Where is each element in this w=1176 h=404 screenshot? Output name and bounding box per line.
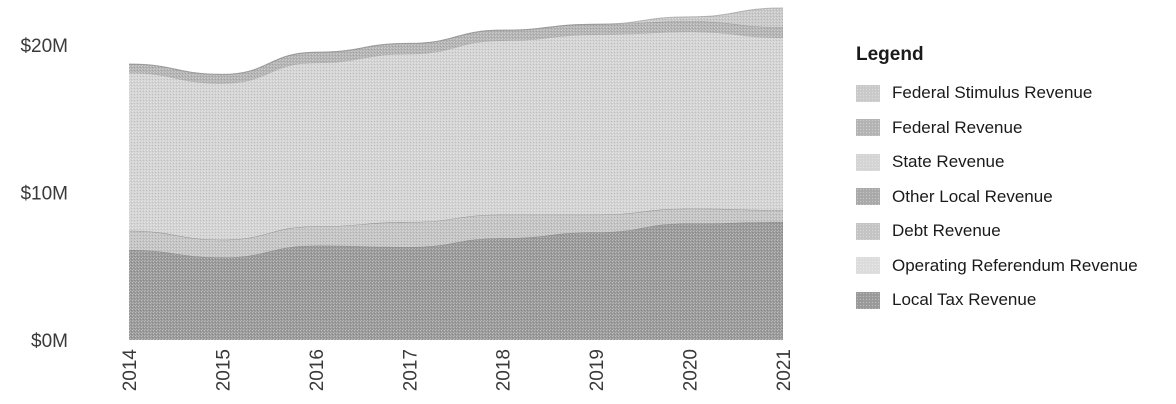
legend-swatch [856, 257, 880, 275]
legend-label: Other Local Revenue [892, 186, 1053, 206]
legend-item: Local Tax Revenue [856, 283, 1138, 318]
area-texture-local-tax-revenue [129, 221, 783, 340]
legend-swatch [856, 188, 880, 206]
legend-label: State Revenue [892, 152, 1005, 172]
x-tick-label: 2017 [400, 349, 421, 391]
legend-swatch [856, 222, 880, 240]
x-tick-label: 2018 [494, 349, 515, 391]
legend-swatch [856, 153, 880, 171]
y-tick-label: $10M [20, 183, 68, 204]
y-tick-label: $20M [20, 36, 68, 57]
legend-item: Other Local Revenue [856, 180, 1138, 215]
legend-title: Legend [856, 44, 924, 65]
x-tick-label: 2015 [213, 349, 234, 391]
area-texture-federal-revenue [129, 21, 783, 84]
x-tick-label: 2019 [587, 349, 608, 391]
legend-item: State Revenue [856, 145, 1138, 180]
legend: Legend Federal Stimulus Revenue Federal R… [856, 44, 1138, 318]
legend-item: Federal Stimulus Revenue [856, 76, 1138, 111]
legend-label: Operating Referendum Revenue [892, 255, 1138, 275]
x-axis: 2014 2015 2016 2017 2018 2019 2020 2021 [120, 349, 795, 392]
x-tick-label: 2021 [774, 349, 795, 391]
legend-item: Federal Revenue [856, 111, 1138, 146]
area-edge-federal-stimulus-revenue [128, 7, 784, 75]
legend-label: Local Tax Revenue [892, 290, 1037, 310]
y-axis: $0M $10M $20M [20, 36, 68, 352]
legend-label: Federal Revenue [892, 117, 1023, 137]
legend-label: Federal Stimulus Revenue [892, 83, 1093, 103]
area-texture-debt-revenue [129, 208, 783, 258]
legend-item: Debt Revenue [856, 214, 1138, 249]
x-tick-label: 2016 [307, 349, 328, 391]
legend-swatch [856, 119, 880, 137]
legend-swatch [856, 84, 880, 102]
area-layers [128, 7, 784, 340]
legend-label: Debt Revenue [892, 221, 1001, 241]
x-tick-label: 2014 [120, 349, 141, 392]
legend-items: Federal Stimulus Revenue Federal Revenue S… [856, 76, 1138, 318]
legend-item: Operating Referendum Revenue [856, 249, 1138, 284]
x-tick-label: 2020 [681, 349, 702, 391]
area-texture-state-revenue [129, 31, 783, 240]
legend-swatch [856, 291, 880, 309]
y-tick-label: $0M [31, 331, 68, 352]
